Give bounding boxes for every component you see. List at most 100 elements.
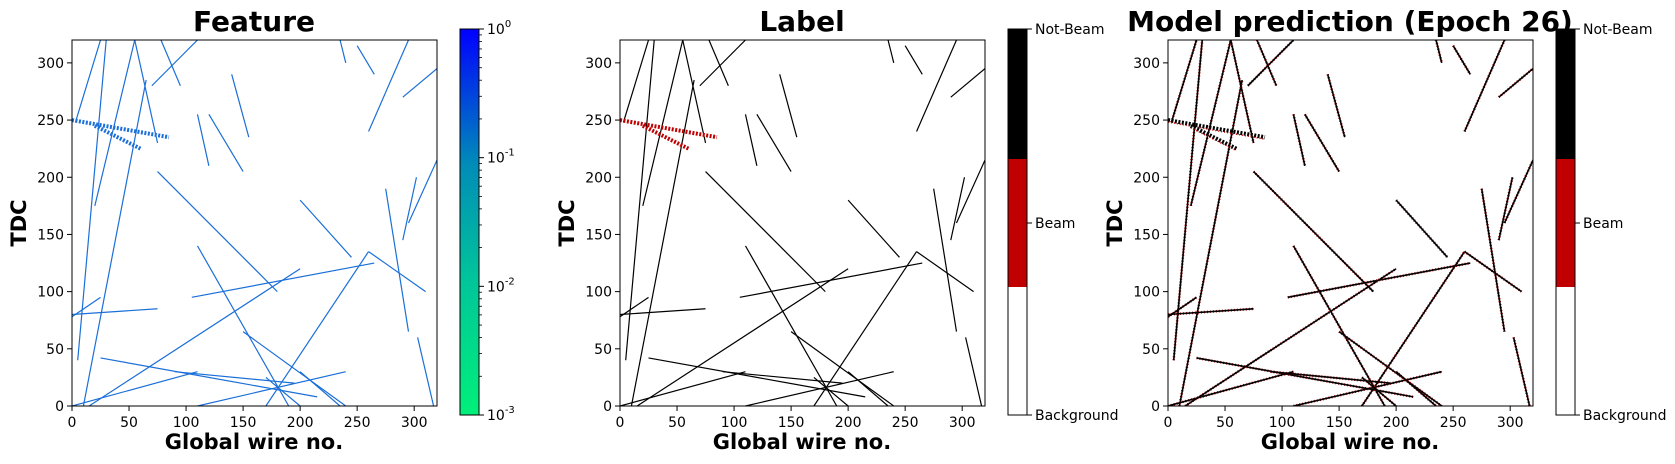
track-line: [1463, 40, 1506, 132]
track-line: [1361, 251, 1466, 406]
track-line: [1252, 170, 1374, 293]
x-tick-label: 50: [668, 415, 686, 431]
beam-track: [1189, 123, 1238, 151]
y-tick-label: 0: [603, 399, 612, 415]
colorbar-tick-label: Not-Beam: [1035, 22, 1105, 38]
colorbar-label: Background Beam Not-Beam: [1007, 22, 1119, 424]
track-line: [1256, 40, 1278, 87]
track-line: [1498, 67, 1533, 98]
track-line: [299, 199, 352, 258]
track-line: [756, 114, 792, 172]
track-line: [417, 337, 435, 406]
y-tick-label: 300: [37, 56, 64, 72]
colorbar-tick-label: 10-1: [487, 148, 515, 167]
track-line: [699, 40, 746, 87]
track-line: [160, 40, 181, 86]
track-line: [265, 251, 370, 406]
plot-area: [72, 40, 437, 406]
plot-frame: [619, 39, 986, 407]
track-line: [402, 177, 418, 241]
track-line: [1326, 74, 1346, 138]
track-line: [1361, 376, 1397, 406]
panel-title: Model prediction (Epoch 26): [1127, 5, 1573, 38]
track-line: [744, 114, 758, 166]
track-line: [72, 296, 101, 318]
track-line: [242, 331, 347, 406]
track-line: [1190, 40, 1232, 207]
track-line: [356, 45, 375, 75]
track-line: [299, 371, 341, 406]
colorbar-tick-label: Not-Beam: [1583, 22, 1653, 38]
track-line: [368, 40, 410, 132]
track-line: [625, 40, 655, 361]
track-line: [77, 40, 107, 361]
track-line: [1338, 331, 1443, 406]
track-line: [916, 251, 974, 293]
track-line: [1480, 188, 1506, 332]
y-tick-label: 50: [594, 342, 612, 358]
track-line: [72, 371, 198, 406]
beam-track: [1168, 118, 1266, 140]
y-tick-label: 50: [1142, 342, 1160, 358]
x-tick-label: 0: [616, 415, 625, 431]
track-line: [722, 371, 843, 384]
x-tick-label: 0: [68, 415, 77, 431]
track-line: [1270, 370, 1391, 384]
x-tick-label: 150: [230, 415, 257, 431]
track-line: [1452, 45, 1471, 75]
track-line: [1304, 113, 1340, 172]
panel-title: Label: [759, 5, 844, 38]
track-line: [1229, 40, 1255, 144]
track-line: [265, 376, 301, 406]
y-tick-label: 0: [1151, 399, 1160, 415]
panel-title: Feature: [193, 5, 315, 38]
y-tick-label: 100: [1133, 285, 1160, 301]
y-tick-label: 300: [585, 56, 612, 72]
track-line: [1497, 177, 1514, 241]
y-tick-label: 200: [1133, 170, 1160, 186]
x-axis-label: Global wire no.: [1261, 430, 1439, 454]
track-line: [1395, 371, 1437, 406]
colorbar-background: [1556, 287, 1575, 415]
colorbar-tick-label: Background: [1583, 408, 1667, 424]
track-line: [636, 268, 849, 406]
x-tick-label: 250: [344, 415, 371, 431]
y-axis-label: TDC: [1103, 199, 1127, 246]
x-tick-label: 250: [892, 415, 919, 431]
track-line: [196, 114, 210, 166]
y-tick-label: 250: [585, 113, 612, 129]
track-line: [339, 40, 347, 64]
track-line: [151, 40, 198, 87]
track-line: [368, 251, 426, 293]
colorbar-tick-label: Beam: [1035, 216, 1075, 232]
colorbar-prediction: Background Beam Not-Beam: [1555, 22, 1667, 424]
track-line: [72, 308, 158, 316]
track-line: [1395, 199, 1449, 258]
track-line: [1247, 40, 1295, 87]
colorbar-not-beam: [1008, 29, 1027, 159]
x-tick-label: 100: [721, 415, 748, 431]
beam-track: [641, 123, 690, 151]
x-tick-label: 200: [1383, 415, 1410, 431]
track-line: [933, 188, 958, 332]
track-line: [813, 376, 849, 406]
track-line: [620, 296, 649, 318]
colorbar-not-beam: [1556, 29, 1575, 159]
x-tick-label: 50: [1216, 415, 1234, 431]
beam-track: [93, 123, 142, 151]
track-line: [134, 40, 159, 144]
track-line: [1168, 370, 1294, 406]
track-line: [965, 337, 983, 406]
y-tick-label: 250: [37, 113, 64, 129]
y-tick-label: 0: [55, 399, 64, 415]
track-line: [1503, 159, 1533, 224]
x-axis-label: Global wire no.: [165, 430, 343, 454]
x-tick-label: 300: [1497, 415, 1524, 431]
x-axis-label: Global wire no.: [713, 430, 891, 454]
track-line: [82, 79, 147, 406]
track-line: [231, 74, 250, 138]
y-tick-label: 100: [585, 285, 612, 301]
x-tick-label: 0: [1164, 415, 1173, 431]
track-line: [174, 371, 295, 384]
